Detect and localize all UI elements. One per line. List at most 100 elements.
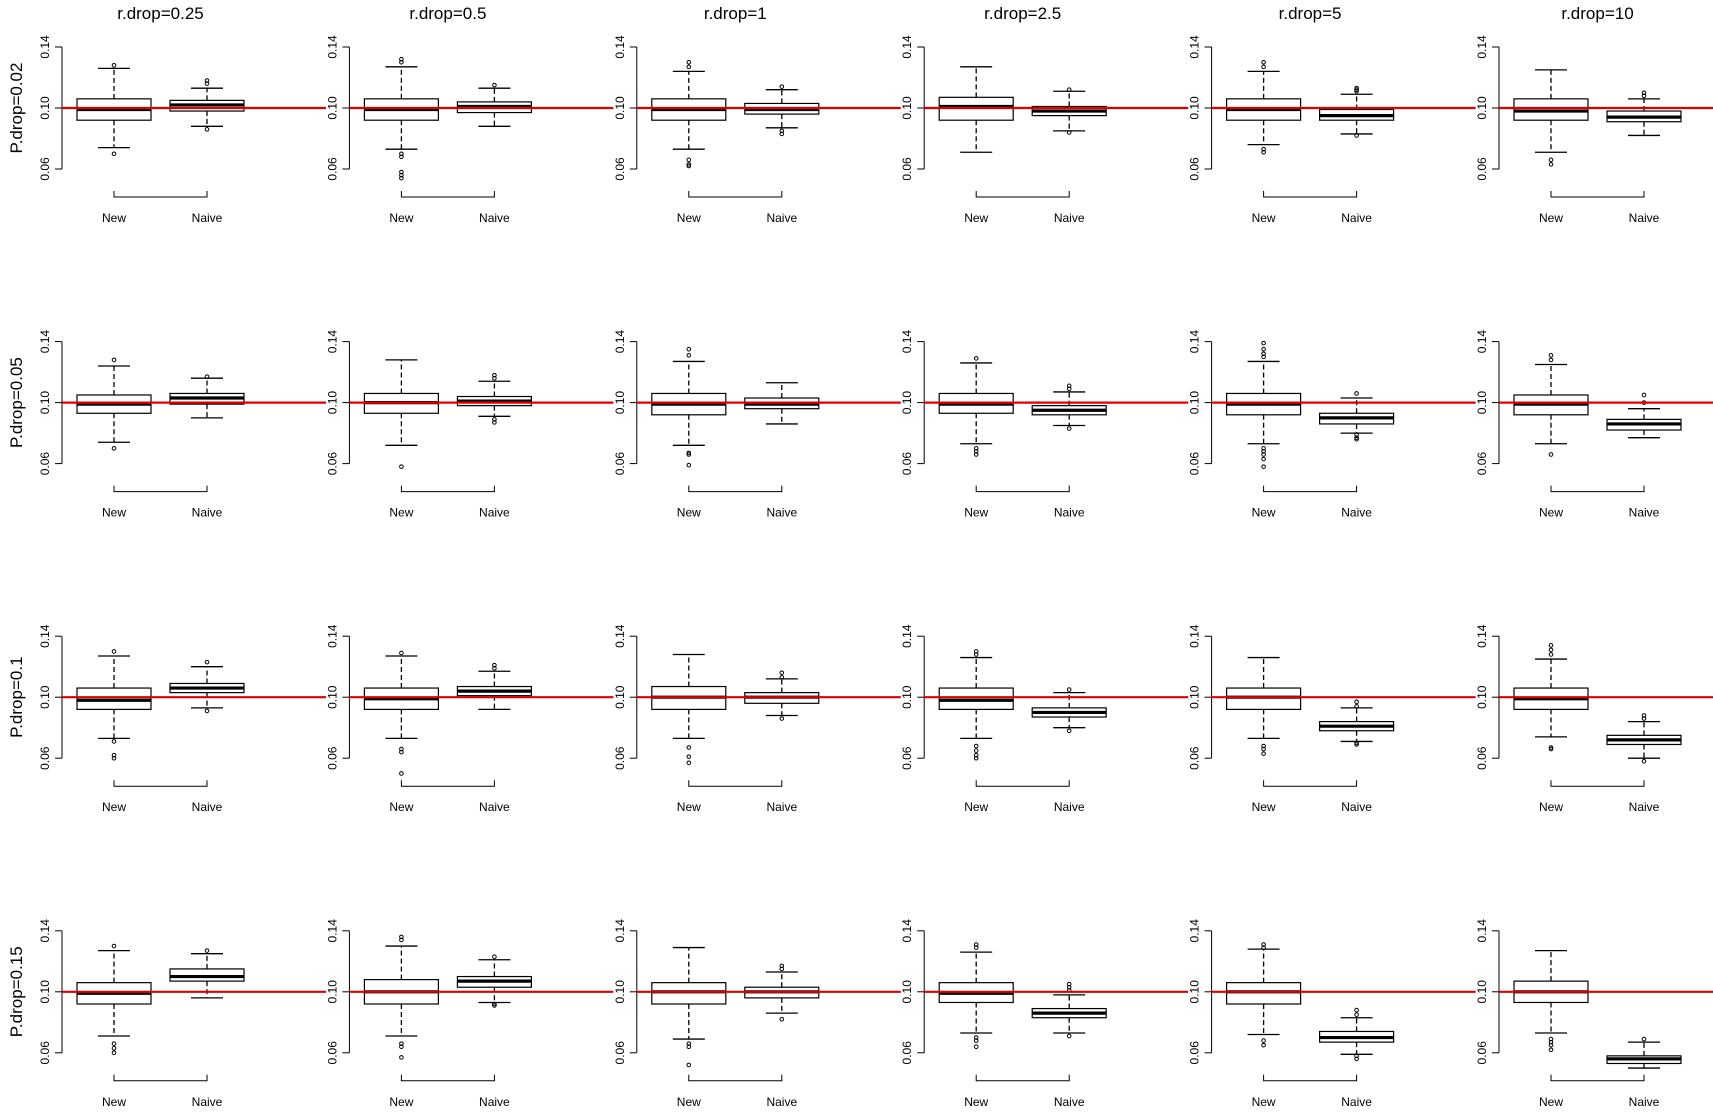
column-title: r.drop=1	[704, 4, 767, 23]
naive-outlier-point	[492, 1001, 497, 1007]
new-outlier-point	[399, 59, 404, 65]
x-axis-line	[1263, 485, 1358, 493]
boxplot-panel: 0.06 0.10 0.14 New Naive	[900, 330, 1189, 520]
y-tick-label: 0.14	[1188, 330, 1202, 354]
y-tick-label: 0.06	[900, 746, 914, 770]
y-tick-label: 0.10	[1188, 685, 1202, 709]
new-outlier-point	[1261, 59, 1266, 65]
new-outlier-point	[973, 743, 979, 749]
new-outlier-point	[686, 452, 692, 457]
y-tick-label: 0.14	[900, 624, 914, 648]
naive-outlier-point	[1354, 1007, 1359, 1013]
y-tick-label: 0.10	[1475, 96, 1489, 120]
boxplot-panel: 0.06 0.10 0.14 New Naive	[1188, 624, 1476, 814]
naive-outlier-point	[1354, 133, 1359, 138]
boxplot-panel: 0.06 0.10 0.14 New Naive	[325, 330, 614, 520]
new-outlier-point	[973, 649, 979, 654]
y-tick-label: 0.06	[325, 157, 339, 181]
y-tick-label: 0.10	[325, 96, 339, 120]
new-outlier-point	[686, 157, 692, 163]
naive-outlier-point	[1641, 1036, 1647, 1042]
new-outlier-point	[399, 937, 404, 943]
boxplot-panel: 0.06 0.10 0.14 New Naive	[900, 624, 1189, 814]
new-outlier-point	[1261, 1042, 1266, 1048]
new-outlier-point	[1548, 353, 1554, 358]
x-axis-line	[1263, 191, 1358, 198]
new-outlier-point	[686, 462, 692, 468]
naive-outlier-point	[1066, 87, 1072, 92]
y-tick-label: 0.06	[1475, 746, 1489, 770]
y-tick-label: 0.06	[325, 1041, 339, 1065]
boxplot-panel: 0.06 0.10 0.14 New Naive	[1475, 624, 1713, 814]
new-outlier-point	[1261, 146, 1266, 152]
new-outlier-point	[111, 943, 117, 949]
new-outlier-point	[1261, 149, 1266, 155]
new-outlier-point	[1261, 456, 1266, 462]
x-axis-line	[113, 191, 208, 198]
naive-outlier-point	[1354, 432, 1359, 437]
new-outlier-point	[399, 934, 404, 940]
row-title: P.drop=0.02	[7, 63, 26, 154]
x-category-label-new: New	[1539, 1095, 1563, 1109]
x-category-label-naive: Naive	[1341, 1095, 1372, 1109]
new-outlier-point	[973, 1038, 979, 1043]
naive-outlier-point	[204, 948, 210, 953]
row-title: P.drop=0.05	[7, 357, 26, 448]
boxplot-panel: 0.06 0.10 0.14 New Naive	[1188, 919, 1476, 1109]
x-category-label-naive: Naive	[766, 506, 797, 520]
x-category-label-naive: Naive	[192, 211, 223, 225]
new-outlier-point	[111, 755, 117, 761]
new-outlier-point	[399, 746, 404, 752]
y-tick-label: 0.14	[900, 919, 914, 943]
new-outlier-point	[1261, 346, 1266, 352]
naive-outlier-point	[492, 82, 497, 88]
new-outlier-point	[111, 1045, 117, 1051]
naive-outlier-point	[779, 670, 785, 676]
new-outlier-point	[686, 1062, 692, 1068]
naive-outlier-point	[1066, 386, 1072, 392]
new-outlier-point	[686, 754, 692, 759]
x-category-label-new: New	[1252, 800, 1276, 814]
naive-outlier-point	[1354, 391, 1359, 396]
boxplot-panel: 0.06 0.10 0.14 New Naive	[38, 330, 326, 520]
y-tick-label: 0.14	[38, 35, 52, 59]
x-category-label-new: New	[389, 211, 413, 225]
naive-outlier-point	[779, 675, 785, 680]
x-category-label-naive: Naive	[1341, 800, 1372, 814]
y-tick-label: 0.06	[38, 157, 52, 181]
x-axis-line	[1550, 780, 1645, 787]
naive-outlier-point	[1354, 85, 1359, 91]
x-axis-line	[975, 485, 1070, 493]
new-outlier-point	[1261, 64, 1266, 70]
y-tick-label: 0.10	[38, 391, 52, 415]
x-axis-line	[400, 485, 495, 493]
x-category-label-naive: Naive	[1054, 800, 1085, 814]
new-outlier-point	[1261, 1038, 1266, 1043]
y-tick-label: 0.10	[1475, 980, 1489, 1004]
column-title: r.drop=5	[1279, 4, 1342, 23]
x-category-label-new: New	[964, 800, 988, 814]
y-tick-label: 0.14	[900, 330, 914, 354]
y-tick-label: 0.10	[325, 685, 339, 709]
naive-outlier-point	[1066, 728, 1072, 734]
new-outlier-point	[111, 446, 117, 451]
new-outlier-point	[1548, 162, 1554, 167]
naive-outlier-point	[1354, 1053, 1359, 1059]
boxplot-panel: 0.06 0.10 0.14 New Naive	[38, 624, 326, 814]
new-outlier-point	[973, 452, 979, 457]
y-tick-label: 0.06	[1475, 157, 1489, 181]
new-outlier-point	[973, 446, 979, 451]
naive-outlier-point	[1354, 1056, 1359, 1062]
new-outlier-point	[686, 1041, 692, 1046]
new-outlier-point	[1261, 945, 1266, 950]
y-tick-label: 0.06	[900, 1041, 914, 1065]
y-tick-label: 0.06	[1188, 746, 1202, 770]
y-tick-label: 0.06	[38, 746, 52, 770]
naive-outlier-point	[204, 81, 210, 86]
new-outlier-point	[111, 63, 117, 68]
y-tick-label: 0.14	[1475, 330, 1489, 354]
new-outlier-point	[399, 151, 404, 157]
new-outlier-point	[686, 760, 692, 766]
new-outlier-point	[1261, 452, 1266, 457]
y-tick-label: 0.06	[1188, 157, 1202, 181]
